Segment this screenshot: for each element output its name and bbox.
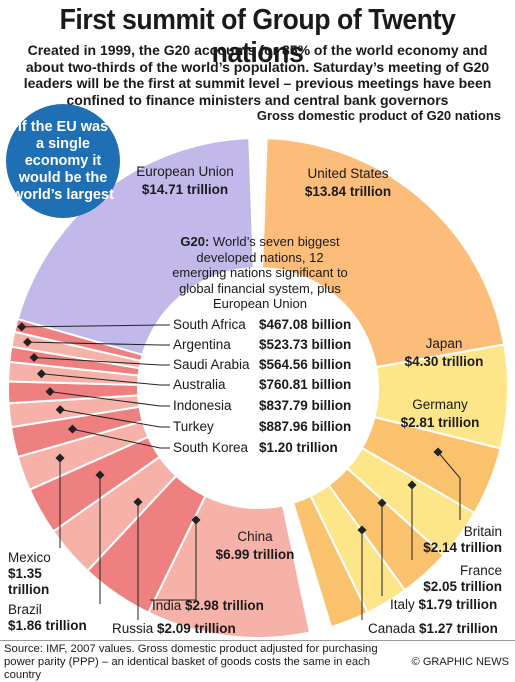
segment-european-union [7, 137, 255, 383]
label-argentina-value: $523.73 billion [259, 337, 351, 352]
label-indonesia: Indonesia $837.79 billion [173, 398, 351, 413]
label-india-value: $2.98 trillion [185, 598, 264, 613]
label-brazil: Brazil $1.86 trillion [8, 602, 87, 633]
label-south-africa: South Africa $467.08 billion [173, 317, 351, 332]
leader-dot-indonesia [45, 387, 55, 397]
leader-australia [41, 373, 170, 386]
label-japan-name: Japan [426, 336, 463, 351]
label-canada: Canada $1.27 trillion [368, 621, 498, 636]
label-argentina-name: Argentina [173, 337, 231, 352]
label-russia: Russia $2.09 trillion [112, 621, 236, 636]
label-france: France $2.05 trillion [423, 563, 502, 594]
label-china: China $6.99 trillion [216, 529, 295, 562]
label-indonesia-value: $837.79 billion [259, 398, 351, 413]
label-turkey: Turkey $887.96 billion [173, 419, 351, 434]
label-saudi-arabia-name: Saudi Arabia [173, 357, 250, 372]
label-germany-value: $2.81 trillion [401, 415, 480, 430]
leader-dot-south-korea [67, 424, 78, 434]
label-argentina: Argentina $523.73 billion [173, 337, 351, 352]
footer: Source: IMF, 2007 values. Gross domestic… [0, 640, 515, 681]
segment-labels: European Union $14.71 trillion United Stat… [8, 164, 502, 636]
label-south-korea-value: $1.20 trillion [259, 440, 338, 455]
label-japan-value: $4.30 trillion [405, 354, 484, 369]
segment-canada [291, 494, 369, 629]
label-turkey-value: $887.96 billion [259, 419, 351, 434]
leader-saudi-arabia [34, 357, 170, 366]
leader-south-korea [72, 428, 170, 449]
leader-india [150, 520, 197, 601]
label-france-value: $2.05 trillion [423, 579, 502, 594]
label-italy-value: $1.79 trillion [419, 597, 498, 612]
label-turkey-name: Turkey [173, 419, 214, 434]
source-note: Source: IMF, 2007 values. Gross domestic… [4, 643, 378, 681]
label-european-union: European Union $14.71 trillion [136, 164, 234, 197]
label-india: India $2.98 trillion [152, 598, 264, 613]
label-germany: Germany $2.81 trillion [401, 397, 480, 430]
label-south-africa-name: South Africa [173, 317, 246, 332]
label-brazil-value: $1.86 trillion [8, 618, 87, 633]
center-label: G20: [180, 234, 210, 249]
segment-united-states [261, 137, 506, 369]
leader-britain [437, 451, 461, 520]
leader-dot-russia [133, 497, 143, 507]
label-mexico-name: Mexico [8, 550, 51, 565]
label-brazil-name: Brazil [8, 602, 42, 617]
label-australia-value: $760.81 billion [259, 377, 351, 392]
segment-south-africa [13, 317, 144, 363]
label-saudi-arabia: Saudi Arabia $564.56 billion [173, 357, 351, 372]
label-european-union-value: $14.71 trillion [142, 182, 228, 197]
leader-dot-saudi-arabia [29, 352, 39, 363]
leader-dot-canada [357, 525, 367, 535]
label-australia-name: Australia [173, 377, 226, 392]
label-mexico: Mexico $1.35 trillion [8, 550, 51, 597]
label-china-value: $6.99 trillion [216, 547, 295, 562]
label-canada-value: $1.27 trillion [419, 621, 498, 636]
label-united-states-name: United States [307, 166, 388, 181]
label-japan: Japan $4.30 trillion [405, 336, 484, 369]
label-saudi-arabia-value: $564.56 billion [259, 357, 351, 372]
label-south-africa-value: $467.08 billion [259, 317, 351, 332]
label-russia-name: Russia [112, 621, 157, 636]
label-mexico-value: $1.35 [8, 566, 42, 581]
leader-indonesia [49, 391, 170, 407]
eu-callout-bubble: If the EU was a single economy it would … [6, 104, 120, 218]
ring-center-text: G20: World’s seven biggest developed nat… [168, 234, 352, 312]
label-germany-name: Germany [412, 397, 468, 412]
leader-turkey [60, 409, 170, 428]
chart-title: First summit of Group of Twenty nations [59, 4, 456, 69]
label-italy-name: Italy [390, 597, 419, 612]
label-indonesia-name: Indonesia [173, 398, 232, 413]
label-china-name: China [237, 529, 273, 544]
label-south-korea: South Korea $1.20 trillion [173, 440, 338, 455]
label-european-union-name: European Union [136, 164, 234, 179]
center-description: World’s seven biggest developed nations,… [172, 234, 348, 311]
label-south-korea-name: South Korea [173, 440, 249, 455]
leader-argentina [27, 341, 170, 346]
label-britain-name: Britain [464, 524, 502, 539]
label-canada-name: Canada [368, 621, 419, 636]
label-mexico-value: trillion [8, 582, 49, 597]
gdp-heading: Gross domestic product of G20 nations [256, 108, 501, 123]
label-united-states: United States $13.84 trillion [305, 166, 391, 199]
label-britain-value: $2.14 trillion [423, 540, 502, 555]
label-britain: Britain $2.14 trillion [423, 524, 502, 555]
label-france-name: France [460, 563, 502, 578]
label-united-states-value: $13.84 trillion [305, 184, 391, 199]
g20-ring-chart: European Union $14.71 trillion United Stat… [7, 137, 509, 639]
credit: © GRAPHIC NEWS [411, 656, 509, 668]
leader-south-africa [21, 324, 170, 328]
label-italy: Italy $1.79 trillion [390, 597, 497, 612]
label-australia: Australia $760.81 billion [173, 377, 351, 392]
label-russia-value: $2.09 trillion [157, 621, 236, 636]
chart-subtitle: Created in 1999, the G20 accounts for 85… [23, 42, 492, 108]
label-india-name: India [152, 598, 185, 613]
